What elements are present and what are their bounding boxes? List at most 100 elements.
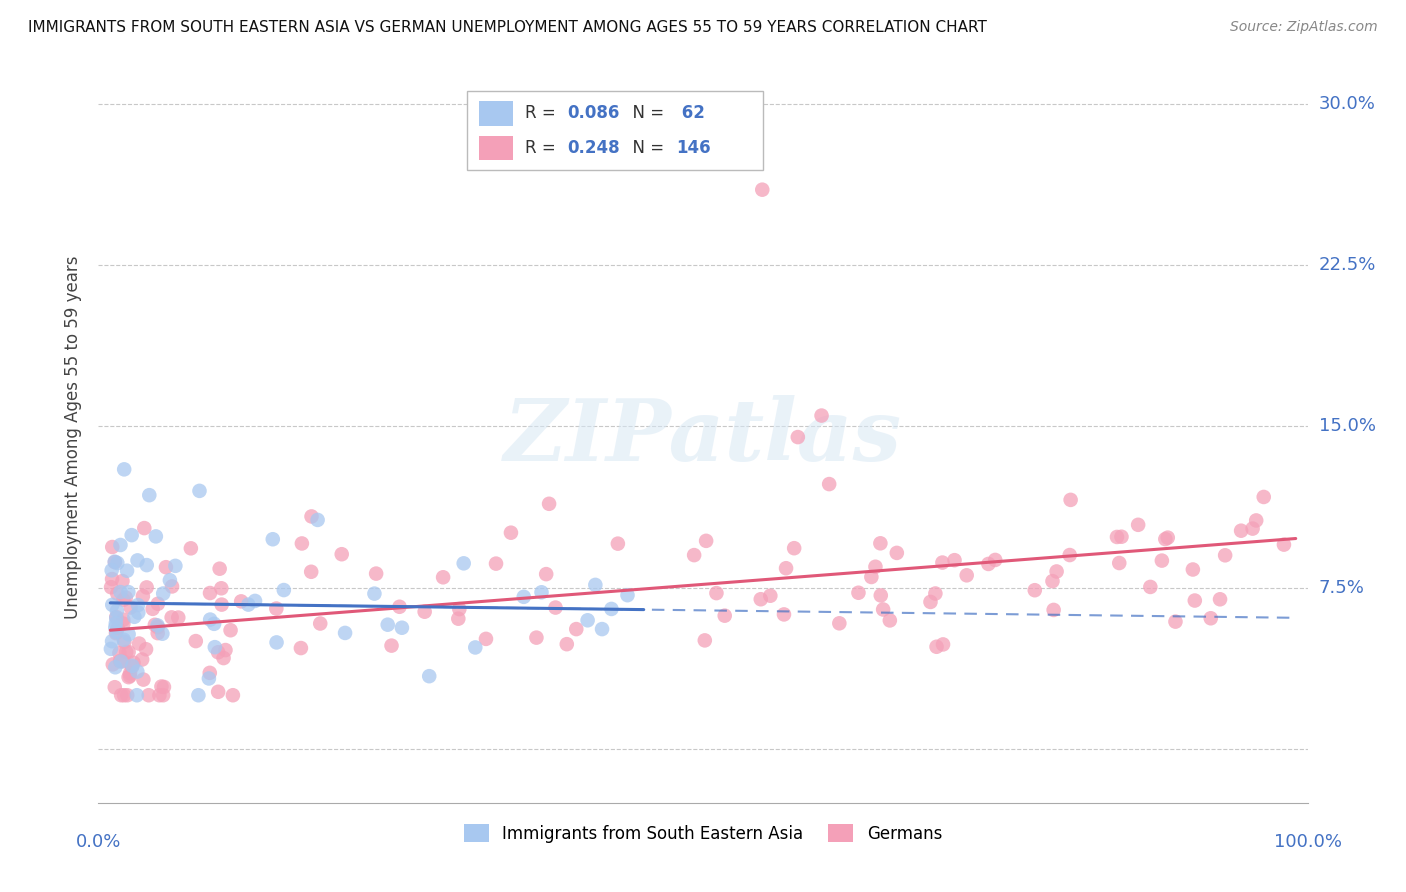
Point bbox=[591, 622, 613, 636]
Point bbox=[775, 561, 797, 575]
Point bbox=[828, 616, 851, 631]
Point bbox=[1154, 532, 1177, 546]
Point bbox=[307, 513, 329, 527]
Point bbox=[555, 637, 578, 651]
Point bbox=[110, 538, 132, 552]
Point bbox=[118, 666, 141, 681]
Point bbox=[207, 645, 229, 659]
Point bbox=[219, 624, 242, 638]
Point bbox=[104, 620, 127, 634]
Point bbox=[101, 598, 124, 612]
Point bbox=[309, 616, 332, 631]
Point bbox=[759, 589, 782, 603]
Text: 0.086: 0.086 bbox=[568, 104, 620, 122]
Point bbox=[485, 557, 508, 571]
Point bbox=[108, 646, 131, 660]
Text: R =: R = bbox=[526, 104, 561, 122]
Point bbox=[142, 602, 165, 616]
Point bbox=[924, 586, 946, 600]
Text: 0.0%: 0.0% bbox=[76, 833, 121, 851]
Point bbox=[131, 652, 153, 666]
Point bbox=[209, 582, 232, 596]
Point bbox=[291, 536, 314, 550]
Point bbox=[110, 585, 132, 599]
Point bbox=[449, 602, 471, 616]
Point bbox=[695, 533, 717, 548]
Point bbox=[112, 688, 135, 702]
Point bbox=[127, 606, 149, 620]
Point bbox=[273, 583, 295, 598]
Point bbox=[872, 602, 894, 616]
Point bbox=[266, 635, 288, 649]
Point bbox=[211, 598, 233, 612]
Point bbox=[108, 654, 131, 668]
Point bbox=[1241, 522, 1264, 536]
Point bbox=[143, 617, 166, 632]
Point bbox=[1253, 490, 1275, 504]
Point bbox=[135, 642, 157, 657]
Bar bbox=[479, 101, 513, 126]
Legend: Immigrants from South Eastern Asia, Germans: Immigrants from South Eastern Asia, Germ… bbox=[457, 818, 949, 849]
Point bbox=[104, 555, 127, 569]
Point bbox=[117, 688, 139, 702]
Point bbox=[104, 616, 127, 631]
Point bbox=[208, 562, 231, 576]
Point bbox=[112, 654, 135, 668]
Point bbox=[121, 528, 143, 542]
Point bbox=[198, 665, 221, 680]
Point bbox=[117, 670, 139, 684]
Point bbox=[100, 641, 122, 656]
Point bbox=[810, 409, 832, 423]
Point bbox=[299, 565, 322, 579]
Point bbox=[214, 643, 236, 657]
Point bbox=[576, 613, 599, 627]
Point bbox=[153, 680, 176, 694]
Point bbox=[146, 597, 169, 611]
Point bbox=[146, 618, 169, 632]
Point bbox=[1164, 615, 1187, 629]
Point bbox=[124, 609, 146, 624]
Point bbox=[683, 548, 706, 562]
Point bbox=[786, 430, 808, 444]
Point bbox=[1105, 530, 1128, 544]
Point bbox=[1024, 583, 1046, 598]
Point bbox=[104, 626, 127, 640]
Point bbox=[583, 578, 606, 592]
Point bbox=[931, 556, 953, 570]
Point bbox=[464, 640, 486, 655]
Point bbox=[1184, 593, 1206, 607]
FancyBboxPatch shape bbox=[467, 91, 763, 170]
Point bbox=[1181, 562, 1204, 576]
Point bbox=[301, 509, 323, 524]
Point bbox=[706, 586, 728, 600]
Point bbox=[188, 483, 211, 498]
Point bbox=[117, 645, 139, 659]
Text: R =: R = bbox=[526, 139, 561, 157]
Point bbox=[150, 626, 173, 640]
Point bbox=[243, 594, 266, 608]
Point bbox=[115, 645, 138, 659]
Point bbox=[1209, 592, 1232, 607]
Point bbox=[110, 655, 132, 669]
Point bbox=[886, 546, 908, 560]
Text: 22.5%: 22.5% bbox=[1319, 256, 1376, 274]
Point bbox=[100, 563, 122, 577]
Point bbox=[212, 651, 235, 665]
Point bbox=[1139, 580, 1161, 594]
Point bbox=[1244, 513, 1267, 527]
Point bbox=[180, 541, 202, 556]
Point bbox=[1272, 538, 1295, 552]
Point bbox=[920, 595, 942, 609]
Point bbox=[1059, 548, 1081, 562]
Point bbox=[984, 553, 1007, 567]
Point bbox=[600, 602, 623, 616]
Point bbox=[1108, 556, 1130, 570]
Point bbox=[879, 614, 901, 628]
Point bbox=[222, 688, 245, 702]
Point bbox=[148, 688, 170, 702]
Text: N =: N = bbox=[621, 104, 669, 122]
Point bbox=[413, 605, 436, 619]
Point bbox=[475, 632, 498, 646]
Point bbox=[1157, 531, 1180, 545]
Point bbox=[127, 553, 149, 567]
